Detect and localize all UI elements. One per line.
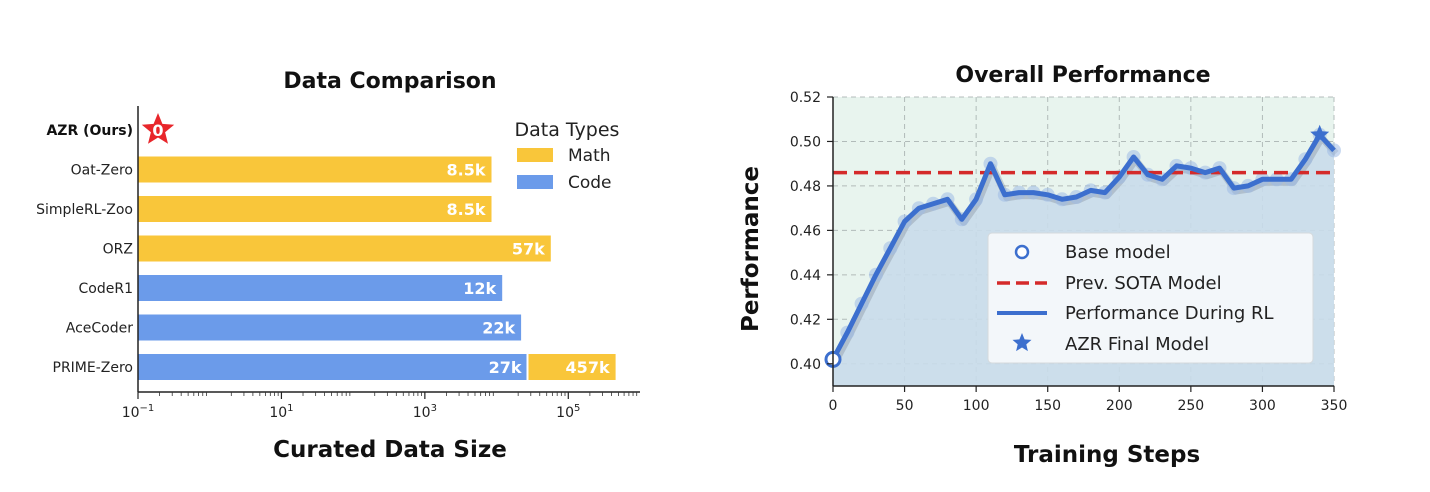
bar-legend: Data Types Math Code xyxy=(515,119,620,193)
bar-segment xyxy=(138,196,492,222)
legend-math-label: Math xyxy=(568,146,611,166)
category-label: PRIME-Zero xyxy=(53,360,134,376)
bar-value-label: 8.5k xyxy=(447,161,486,180)
line-legend: Base model Prev. SOTA Model Performance … xyxy=(987,232,1314,364)
legend-rl-label: Performance During RL xyxy=(1065,303,1274,324)
bar-value-label: 22k xyxy=(482,319,515,338)
x-tick-label: 50 xyxy=(896,398,914,414)
performance-line xyxy=(830,132,1336,361)
y-tick-label: 0.42 xyxy=(790,312,821,328)
bar-tick-label: 101 xyxy=(269,403,293,421)
bar-value-label: 457k xyxy=(566,358,610,377)
line-x-ticks: 0 50 100 150 200 250 300 350 xyxy=(829,386,1348,414)
bar-chart: Data Comparison 0 8.5k 8.5k 57k 12k 22k 27k 457… xyxy=(36,69,640,463)
x-tick-label: 150 xyxy=(1034,398,1061,414)
x-tick-label: 300 xyxy=(1249,398,1276,414)
line-legend-box xyxy=(987,232,1314,364)
x-tick-label: 200 xyxy=(1106,398,1133,414)
bar-segment xyxy=(138,275,503,301)
category-label: SimpleRL-Zoo xyxy=(36,202,133,218)
line-chart-title: Overall Performance xyxy=(955,63,1210,88)
x-tick-label: 0 xyxy=(829,398,838,414)
azr-zero-label: 0 xyxy=(152,121,163,140)
bar-tick-label: 10−1 xyxy=(122,403,155,421)
y-tick-label: 0.40 xyxy=(790,357,821,373)
bar-value-label: 57k xyxy=(512,240,545,259)
bar-segment xyxy=(138,314,522,341)
y-tick-label: 0.52 xyxy=(790,90,821,106)
legend-star-marker xyxy=(1012,333,1032,352)
y-tick-label: 0.44 xyxy=(790,268,821,284)
y-tick-label: 0.50 xyxy=(790,134,821,150)
x-tick-label: 350 xyxy=(1321,398,1348,414)
bar-tick-label: 105 xyxy=(556,403,580,421)
bar-chart-title: Data Comparison xyxy=(283,69,496,94)
azr-final-star xyxy=(1310,124,1330,143)
line-chart: Overall Performance 0.40 0.42 0.44 0.46 0.48… xyxy=(738,63,1347,468)
category-label: CodeR1 xyxy=(79,281,133,297)
legend-math-swatch xyxy=(517,148,553,162)
bar-tick-label: 103 xyxy=(413,403,437,421)
line-y-axis-label: Performance xyxy=(738,166,764,332)
bar-segment xyxy=(138,235,551,262)
bar-x-ticks: 10−1 101 103 105 xyxy=(122,392,638,421)
bar-x-axis-label: Curated Data Size xyxy=(273,437,507,463)
bar-segment xyxy=(138,156,492,183)
y-tick-label: 0.46 xyxy=(790,223,821,239)
category-label: AZR (Ours) xyxy=(46,123,133,139)
bar-category-labels: AZR (Ours) Oat-Zero SimpleRL-Zoo ORZ CodeR1 A… xyxy=(36,123,133,376)
bar-legend-title: Data Types xyxy=(515,119,620,141)
legend-base-marker xyxy=(1014,244,1030,260)
x-tick-label: 250 xyxy=(1177,398,1204,414)
line-y-ticks: 0.40 0.42 0.44 0.46 0.48 0.50 0.52 xyxy=(790,90,833,373)
legend-base-label: Base model xyxy=(1065,242,1171,263)
bar-value-label: 8.5k xyxy=(447,200,486,219)
line-x-axis-label: Training Steps xyxy=(1014,442,1200,468)
category-label: AceCoder xyxy=(66,321,133,337)
category-label: ORZ xyxy=(103,242,133,258)
category-label: Oat-Zero xyxy=(71,163,133,179)
bar-value-label: 27k xyxy=(489,358,522,377)
y-tick-label: 0.48 xyxy=(790,179,821,195)
bar-value-label: 12k xyxy=(463,279,496,298)
bar-marks: 0 8.5k 8.5k 57k 12k 22k 27k 457k xyxy=(138,113,616,380)
legend-sota-label: Prev. SOTA Model xyxy=(1065,273,1222,294)
bar-segment xyxy=(527,354,616,380)
legend-final-label: AZR Final Model xyxy=(1065,334,1209,355)
x-tick-label: 100 xyxy=(963,398,990,414)
azr-zero-star xyxy=(141,113,175,144)
legend-code-label: Code xyxy=(568,173,612,193)
legend-code-swatch xyxy=(517,175,553,189)
bar-segment xyxy=(138,354,528,380)
